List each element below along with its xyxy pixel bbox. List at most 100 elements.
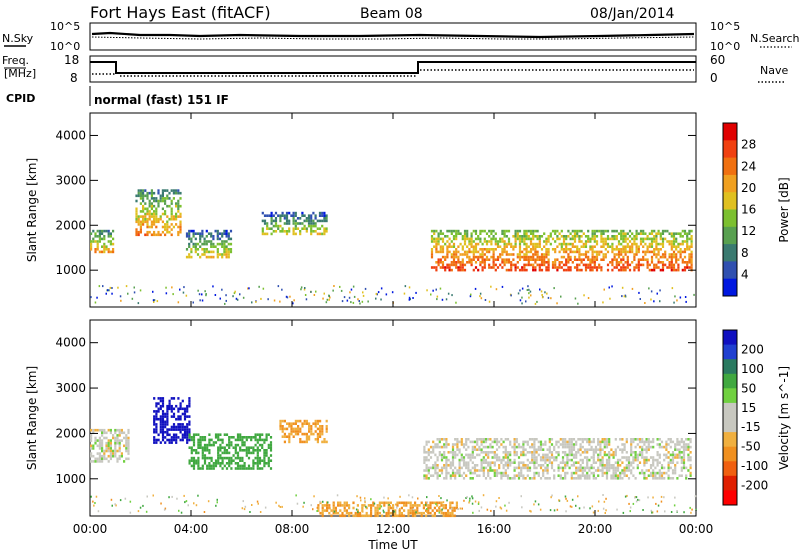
velocity-panel: 00:00 04:00 08:00 12:00 16:00 20:00 00:00 1000 2… [25,319,714,536]
noise-left-tick-top: 10^5 [50,20,80,33]
freq-tick-bottom: 8 [70,71,78,85]
colorbar-tick-label: -200 [741,479,768,493]
x-tick-label: 00:00 [73,522,108,536]
y-tick-label: 2000 [55,218,86,232]
echo-region [90,428,130,463]
x-tick-label: 00:00 [679,522,714,536]
colorbar-tick-label: -100 [741,459,768,473]
colorbar-tick-label: 24 [741,159,756,173]
colorbar-swatch [723,373,737,389]
echo-region [430,229,693,272]
colorbar-swatch [723,209,737,228]
x-tick-label: 20:00 [578,522,613,536]
colorbar-swatch [723,226,737,245]
colorbar-swatch [723,446,737,462]
echo-region [185,229,233,259]
noise-right-tick-bottom: 10^0 [710,40,740,53]
x-tick-label: 16:00 [477,522,512,536]
colorbar-swatch [723,417,737,433]
nave-tick-bottom: 0 [710,71,718,85]
y-tick-label: 3000 [55,381,86,395]
echo-region [90,229,115,254]
colorbar-swatch [723,359,737,375]
colorbar-swatch [723,192,737,210]
frequency-trace [90,61,696,74]
colorbar-label: Power [dB] [777,177,791,242]
colorbar-tick-label: 50 [741,381,756,395]
y-tick-label: 1000 [55,263,86,277]
colorbar-tick-label: -50 [741,440,761,454]
power-colorbar: 4 8 12 16 20 24 28 Power [dB] [722,122,791,297]
colorbar-tick-label: 12 [741,224,756,238]
colorbar-label: Velocity [m s^-1] [777,366,791,470]
y-tick-label: 1000 [55,472,86,486]
power-ylabel: Slant Range [km] [25,158,39,262]
colorbar-swatch [723,475,737,491]
colorbar-swatch [723,174,737,193]
colorbar-swatch [723,344,737,360]
noise-left-label: N.Sky [2,32,34,45]
station-title: Fort Hays East (fitACF) [90,3,271,22]
cpid-label: CPID [6,92,35,105]
freq-unit-label: [MHz] [4,67,36,80]
beam-title: Beam 08 [360,6,423,22]
velocity-colorbar: 200 100 50 15 -15 -50 -100 -200 Velocity [m s^-1… [722,329,791,506]
nave-tick-top: 60 [710,53,725,67]
y-axis-ticks: 1000 2000 3000 4000 [55,128,696,277]
freq-label: Freq. [2,54,29,67]
colorbar-swatch [723,402,737,418]
colorbar-tick-label: 16 [741,203,756,217]
x-tick-label: 12:00 [376,522,411,536]
colorbar-swatch [723,123,737,141]
colorbar-swatch [723,261,737,280]
y-tick-label: 3000 [55,173,86,187]
echo-region [279,419,328,444]
colorbar-swatch [723,388,737,404]
colorbar-swatch [723,490,737,506]
y-axis-ticks: 1000 2000 3000 4000 [55,336,696,486]
echo-region [423,438,692,480]
x-axis-ticks: 00:00 04:00 08:00 12:00 16:00 20:00 00:00 [73,320,714,536]
noise-panel: N.Sky 10^5 10^0 10^5 10^0 N.Search [2,20,800,53]
echo-region [261,211,328,236]
noise-right-label: N.Search [750,32,800,45]
cpid-panel: CPID normal (fast) 151 IF [6,86,229,107]
x-tick-label: 04:00 [174,522,209,536]
colorbar-tick-label: 8 [741,246,749,260]
colorbar-swatch [723,157,737,176]
x-tick-label: 08:00 [275,522,310,536]
colorbar-swatch [723,244,737,262]
noise-right-tick-top: 10^5 [710,20,740,33]
echo-region [188,433,273,470]
colorbar-tick-label: -15 [741,420,761,434]
colorbar-tick-label: 20 [741,181,756,195]
cpid-text: normal (fast) 151 IF [94,93,229,107]
ground-scatter [90,494,697,514]
colorbar-tick-label: 15 [741,401,756,415]
colorbar-tick-label: 28 [741,138,756,152]
colorbar-swatch [723,278,737,297]
y-tick-label: 2000 [55,426,86,440]
x-axis-title: Time UT [367,538,418,552]
colorbar-swatch [723,140,737,159]
colorbar-tick-label: 200 [741,342,764,356]
noise-left-tick-bottom: 10^0 [50,40,80,53]
velocity-ylabel: Slant Range [km] [25,366,39,470]
date-title: 08/Jan/2014 [590,6,675,22]
freq-tick-top: 18 [64,53,79,67]
echo-region [135,189,182,237]
y-tick-label: 4000 [55,336,86,350]
colorbar-tick-label: 4 [741,267,749,281]
nave-label: Nave [760,64,788,77]
colorbar-swatch [723,330,737,346]
colorbar-swatch [723,432,737,448]
x-axis-ticks [89,113,697,307]
noise-search-trace [91,36,695,40]
ground-scatter [90,285,695,305]
colorbar-tick-label: 100 [741,362,764,376]
frequency-panel: Freq. [MHz] 18 8 60 0 Nave [2,53,788,85]
echo-region [153,397,191,444]
y-tick-label: 4000 [55,128,86,142]
colorbar-swatch [723,461,737,477]
